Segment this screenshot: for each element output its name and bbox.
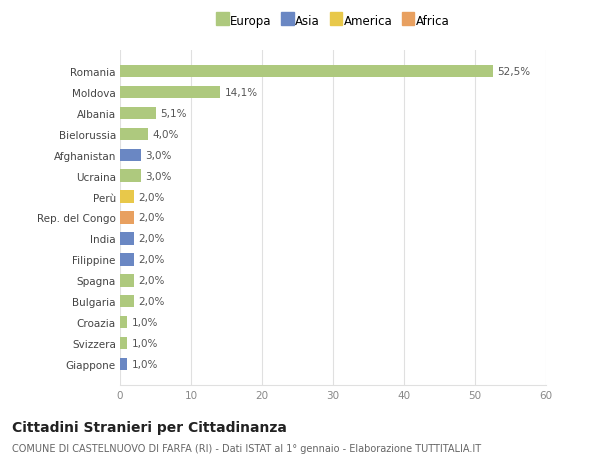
- Text: 2,0%: 2,0%: [139, 213, 165, 223]
- Bar: [120, 358, 127, 370]
- Text: Cittadini Stranieri per Cittadinanza: Cittadini Stranieri per Cittadinanza: [12, 420, 287, 434]
- Text: 3,0%: 3,0%: [146, 171, 172, 181]
- Bar: [120, 87, 220, 99]
- Bar: [120, 316, 127, 329]
- Text: 2,0%: 2,0%: [139, 255, 165, 265]
- Legend: Europa, Asia, America, Africa: Europa, Asia, America, Africa: [214, 13, 452, 30]
- Text: 52,5%: 52,5%: [497, 67, 530, 77]
- Bar: [120, 66, 493, 78]
- Bar: [120, 253, 134, 266]
- Text: 2,0%: 2,0%: [139, 192, 165, 202]
- Text: 3,0%: 3,0%: [146, 151, 172, 161]
- Bar: [120, 212, 134, 224]
- Text: 1,0%: 1,0%: [131, 317, 158, 327]
- Text: 1,0%: 1,0%: [131, 359, 158, 369]
- Bar: [120, 149, 142, 162]
- Bar: [120, 170, 142, 183]
- Text: 2,0%: 2,0%: [139, 275, 165, 285]
- Bar: [120, 191, 134, 203]
- Text: 2,0%: 2,0%: [139, 234, 165, 244]
- Bar: [120, 107, 156, 120]
- Text: 14,1%: 14,1%: [224, 88, 257, 98]
- Text: 5,1%: 5,1%: [160, 109, 187, 119]
- Bar: [120, 337, 127, 349]
- Text: 1,0%: 1,0%: [131, 338, 158, 348]
- Bar: [120, 129, 148, 141]
- Text: 4,0%: 4,0%: [152, 129, 179, 140]
- Text: 2,0%: 2,0%: [139, 297, 165, 307]
- Bar: [120, 274, 134, 287]
- Bar: [120, 295, 134, 308]
- Bar: [120, 233, 134, 245]
- Text: COMUNE DI CASTELNUOVO DI FARFA (RI) - Dati ISTAT al 1° gennaio - Elaborazione TU: COMUNE DI CASTELNUOVO DI FARFA (RI) - Da…: [12, 443, 481, 453]
